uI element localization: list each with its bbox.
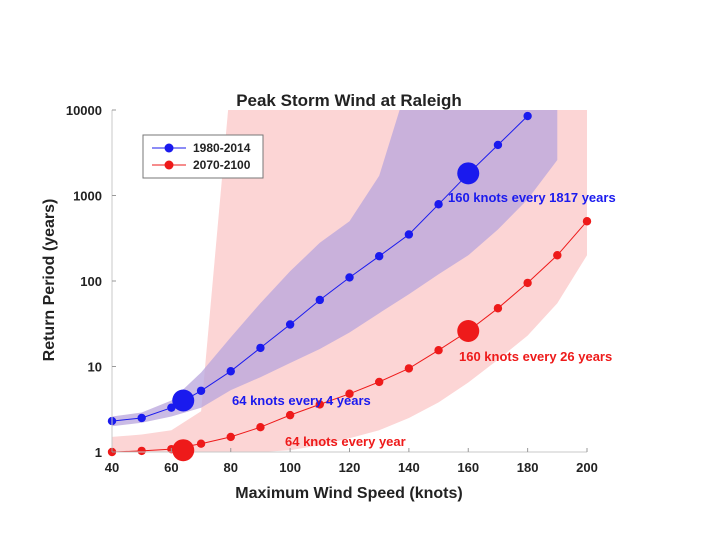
data-point-1980-2014-120 [345,273,354,282]
x-tick-label-140: 140 [398,460,420,475]
annotation-3: 64 knots every year [285,434,406,449]
data-point-2070-2100-170 [493,304,503,313]
annotation-1: 64 knots every 4 years [232,393,371,408]
data-point-2070-2100-110 [315,400,325,409]
x-tick-label-80: 80 [224,460,238,475]
highlight-marker-2 [457,162,480,185]
data-point-1980-2014-110 [315,295,325,305]
x-axis-label: Maximum Wind Speed (knots) [235,485,462,502]
legend: 1980-2014 2070-2100 [142,134,264,179]
annotations: 64 knots every 4 years 160 knots every 18… [172,162,616,462]
data-point-2070-2100-190 [553,251,562,260]
data-point-2070-2100-200 [582,217,592,226]
y-tick-label-1000: 1000 [73,189,102,204]
data-point-1980-2014-70 [196,386,206,395]
data-point-2070-2100-70 [196,439,206,448]
data-point-2070-2100-80 [226,432,235,442]
x-tick-label-120: 120 [339,460,361,475]
y-tick-label-1: 1 [95,445,102,460]
x-tick-label-60: 60 [164,460,178,475]
x-tick-label-40: 40 [105,460,119,475]
y-tick-label-10: 10 [88,360,102,375]
annotation-2: 160 knots every 1817 years [448,190,616,205]
data-point-1980-2014-180 [523,111,532,121]
annotation-4: 160 knots every 26 years [459,349,612,364]
axes: 40 60 80 100 120 140 160 180 200 1 10 100 1000 10000 [66,103,598,475]
data-point-1980-2014-140 [404,230,414,239]
data-point-1980-2014-90 [256,343,265,353]
y-tick-label-100: 100 [80,274,102,289]
y-tick-label-10000: 10000 [66,103,102,118]
data-point-2070-2100-90 [256,423,265,432]
x-tick-label-160: 160 [457,460,479,475]
data-point-2070-2100-100 [285,410,295,420]
legend-marker-2070-2100 [164,160,174,170]
data-point-1980-2014-100 [285,320,295,329]
legend-label-2070-2100: 2070-2100 [193,158,251,172]
x-tick-label-200: 200 [576,460,598,475]
data-point-1980-2014-150 [434,200,443,209]
data-point-1980-2014-130 [374,252,384,261]
highlight-marker-3 [172,439,195,462]
data-point-1980-2014-170 [493,140,503,150]
legend-box [142,134,264,179]
data-point-2070-2100-140 [404,364,414,373]
highlight-marker-1 [172,389,195,412]
chart-title: Peak Storm Wind at Raleigh [236,91,462,110]
x-tick-label-100: 100 [279,460,301,475]
legend-marker-1980-2014 [164,143,174,153]
highlight-marker-4 [457,320,480,343]
y-axis-label: Return Period (years) [41,199,58,362]
x-tick-label-180: 180 [517,460,539,475]
data-point-2070-2100-150 [434,346,443,355]
data-point-2070-2100-120 [345,389,354,398]
data-point-2070-2100-130 [374,377,384,387]
legend-label-1980-2014: 1980-2014 [193,141,251,155]
data-point-1980-2014-80 [226,367,235,376]
band-1980-2014 [112,110,558,427]
data-point-2070-2100-180 [523,278,532,288]
data-point-2070-2100-50 [137,446,146,456]
data-point-1980-2014-50 [137,413,146,423]
